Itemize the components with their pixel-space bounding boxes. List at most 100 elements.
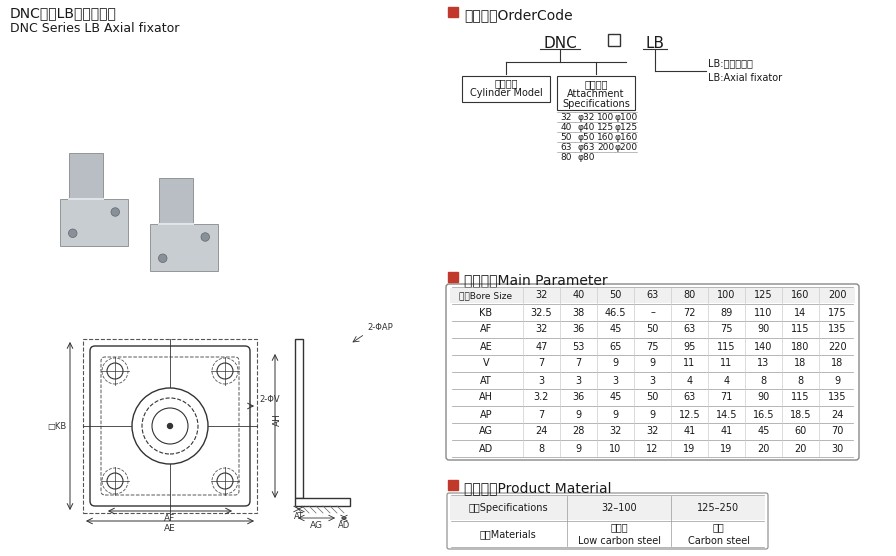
Text: 产品材质Product Material: 产品材质Product Material — [464, 481, 611, 495]
Text: 18: 18 — [795, 359, 806, 369]
Circle shape — [132, 388, 208, 464]
Text: 47: 47 — [535, 341, 547, 351]
Text: 28: 28 — [573, 426, 585, 436]
Text: 125: 125 — [598, 122, 615, 132]
Text: AP: AP — [479, 410, 492, 419]
Text: AE: AE — [164, 524, 176, 533]
Bar — [83, 339, 257, 513]
Text: 125: 125 — [754, 290, 773, 300]
Text: 89: 89 — [720, 307, 733, 317]
Text: 32: 32 — [535, 325, 547, 335]
Text: AT: AT — [480, 375, 492, 385]
Text: V: V — [483, 359, 489, 369]
Text: 90: 90 — [757, 393, 770, 403]
Text: 碳钢
Carbon steel: 碳钢 Carbon steel — [687, 522, 749, 546]
Polygon shape — [60, 199, 128, 246]
Circle shape — [152, 408, 188, 444]
Text: 7: 7 — [575, 359, 582, 369]
Circle shape — [68, 229, 77, 237]
Text: 115: 115 — [718, 341, 736, 351]
Text: φ160: φ160 — [615, 132, 638, 141]
Text: 50: 50 — [560, 132, 572, 141]
Text: Specifications: Specifications — [562, 99, 630, 109]
Text: 160: 160 — [598, 132, 615, 141]
Text: 110: 110 — [754, 307, 772, 317]
Circle shape — [159, 254, 167, 262]
Text: 12: 12 — [646, 444, 659, 454]
Text: 9: 9 — [575, 444, 582, 454]
Text: 规格Specifications: 规格Specifications — [469, 503, 547, 513]
Text: 72: 72 — [684, 307, 696, 317]
Text: 50: 50 — [609, 290, 622, 300]
Text: 95: 95 — [684, 341, 695, 351]
Text: 63: 63 — [646, 290, 659, 300]
Text: 8: 8 — [797, 375, 804, 385]
Text: 24: 24 — [831, 410, 844, 419]
Circle shape — [102, 358, 128, 384]
Text: 9: 9 — [834, 375, 840, 385]
Text: AF: AF — [480, 325, 492, 335]
Text: 115: 115 — [791, 393, 810, 403]
Circle shape — [217, 473, 233, 489]
Text: 2-ΦV: 2-ΦV — [259, 395, 280, 404]
Text: 30: 30 — [831, 444, 844, 454]
Text: 9: 9 — [650, 359, 656, 369]
Text: 9: 9 — [575, 410, 582, 419]
Text: 200: 200 — [598, 142, 615, 151]
Text: 100: 100 — [718, 290, 736, 300]
Text: 8: 8 — [761, 375, 767, 385]
Text: 32: 32 — [560, 112, 572, 122]
Text: AF: AF — [164, 514, 176, 523]
Text: 16.5: 16.5 — [753, 410, 774, 419]
Text: 9: 9 — [650, 410, 656, 419]
Circle shape — [212, 468, 238, 494]
Text: Attachment: Attachment — [567, 89, 625, 99]
Text: 附件规格: 附件规格 — [584, 79, 607, 89]
Text: 71: 71 — [720, 393, 733, 403]
FancyBboxPatch shape — [446, 284, 859, 460]
Text: 175: 175 — [828, 307, 847, 317]
Text: 60: 60 — [795, 426, 806, 436]
Text: 主要参数Main Parameter: 主要参数Main Parameter — [464, 273, 607, 287]
Text: AD: AD — [478, 444, 493, 454]
Text: 45: 45 — [609, 393, 622, 403]
Text: 18.5: 18.5 — [789, 410, 811, 419]
Text: 3.2: 3.2 — [534, 393, 549, 403]
Text: 18: 18 — [831, 359, 844, 369]
Text: 20: 20 — [795, 444, 806, 454]
Circle shape — [107, 363, 123, 379]
Text: 75: 75 — [646, 341, 659, 351]
Text: DNC: DNC — [543, 36, 577, 51]
Text: 低碳钢
Low carbon steel: 低碳钢 Low carbon steel — [578, 522, 660, 546]
Bar — [448, 7, 458, 17]
Text: 100: 100 — [598, 112, 615, 122]
Text: 75: 75 — [720, 325, 733, 335]
Bar — [448, 272, 458, 282]
Text: φ125: φ125 — [615, 122, 638, 132]
Text: 14: 14 — [795, 307, 806, 317]
Text: 8: 8 — [538, 444, 545, 454]
Text: 12.5: 12.5 — [678, 410, 701, 419]
Text: 90: 90 — [757, 325, 770, 335]
Text: 65: 65 — [609, 341, 622, 351]
Text: 24: 24 — [535, 426, 547, 436]
Text: AT: AT — [294, 512, 304, 521]
Text: 材质Materials: 材质Materials — [479, 529, 537, 539]
Text: 3: 3 — [538, 375, 545, 385]
Circle shape — [111, 208, 119, 216]
Text: LB:Axial fixator: LB:Axial fixator — [708, 73, 782, 83]
Polygon shape — [68, 152, 102, 199]
Text: 80: 80 — [684, 290, 695, 300]
Text: 125–250: 125–250 — [697, 503, 739, 513]
Text: 32: 32 — [535, 290, 547, 300]
Text: 缸径Bore Size: 缸径Bore Size — [460, 291, 513, 300]
Text: 32: 32 — [609, 426, 622, 436]
Text: AH: AH — [479, 393, 493, 403]
Text: 11: 11 — [720, 359, 733, 369]
Text: LB:轴向固定架: LB:轴向固定架 — [708, 58, 753, 68]
Bar — [450, 288, 855, 303]
Bar — [557, 76, 635, 110]
Text: φ200: φ200 — [615, 142, 638, 151]
Text: 200: 200 — [828, 290, 847, 300]
Text: 32: 32 — [646, 426, 659, 436]
